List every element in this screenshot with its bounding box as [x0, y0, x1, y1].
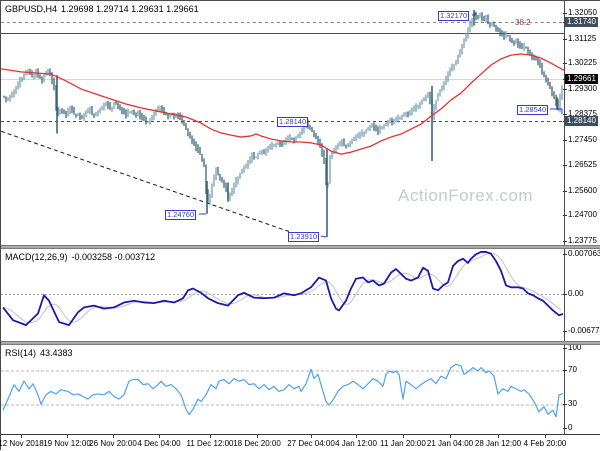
- rsi-value: 43.4383: [40, 348, 73, 358]
- y-axis-tick: [563, 294, 567, 295]
- y-axis-tick: [563, 89, 567, 90]
- price-axis-label: 1.24700: [568, 210, 597, 219]
- macd-axis-label: 0.00: [568, 289, 584, 298]
- macd-panel: MACD(12,26,9) -0.003258 -0.003712: [1, 249, 600, 341]
- price-callout: 1.28140: [277, 117, 309, 127]
- time-axis-label: 18 Dec 20:00: [233, 439, 281, 448]
- rsi-label: RSI(14) 43.4383: [5, 348, 77, 358]
- rsi-plot: [1, 345, 565, 434]
- time-axis-label: 27 Dec 04:00: [287, 439, 335, 448]
- ohlc-values: 1.29698 1.29714 1.29631 1.29661: [61, 4, 199, 14]
- y-axis-tick: [563, 39, 567, 40]
- time-axis: 12 Nov 2018 19 Nov 12:00 26 Nov 20:00 4 Dec…: [0, 434, 600, 451]
- price-axis-label: 1.28375: [568, 109, 597, 118]
- time-axis-label: 26 Nov 20:00: [89, 439, 137, 448]
- y-axis-tick: [563, 254, 567, 255]
- price-axis-label: 1.26525: [568, 160, 597, 169]
- y-axis-tick: [563, 428, 567, 429]
- time-axis-tick: [498, 435, 499, 438]
- time-axis-tick: [356, 435, 357, 438]
- price-axis-tag: 1.29661: [565, 74, 598, 84]
- rsi-axis-label: 100: [568, 343, 582, 352]
- y-axis-tick: [563, 215, 567, 216]
- y-axis-tick: [563, 241, 567, 242]
- time-axis-tick: [311, 435, 312, 438]
- time-axis-tick: [403, 435, 404, 438]
- price-axis-label: 1.31125: [568, 34, 597, 43]
- y-axis-tick: [563, 370, 567, 371]
- price-callout: 1.32170: [438, 11, 470, 21]
- time-axis-tick: [113, 435, 114, 438]
- y-axis-tick: [563, 348, 567, 349]
- y-axis-tick: [563, 191, 567, 192]
- y-axis-tick: [563, 331, 567, 332]
- time-axis-label: 11 Jan 20:00: [380, 439, 426, 448]
- rsi-axis-label: 30: [568, 399, 577, 408]
- time-axis-label: 4 Feb 20:00: [523, 439, 567, 448]
- time-axis-label: 21 Jan 04:00: [426, 439, 474, 448]
- price-axis-label: 1.25600: [568, 186, 597, 195]
- watermark: ActionForex.com: [398, 186, 534, 205]
- time-axis-tick: [257, 435, 258, 438]
- symbol-timeframe: GBPUSD,H4: [5, 4, 58, 14]
- time-axis-label: 12 Nov 2018: [0, 439, 44, 448]
- macd-title: MACD(12,26,9): [5, 252, 68, 262]
- time-axis-label: 28 Jan 12:00: [474, 439, 522, 448]
- time-axis-tick: [159, 435, 160, 438]
- y-axis-tick: [563, 140, 567, 141]
- price-axis-tag: 1.28140: [565, 116, 598, 126]
- instrument-label: GBPUSD,H4 1.29698 1.29714 1.29631 1.29661: [5, 4, 203, 14]
- time-axis-tick: [210, 435, 211, 438]
- panel-separator: [1, 245, 600, 249]
- time-axis-label: 11 Dec 12:00: [186, 439, 234, 448]
- macd-axis-label: 0.007063: [568, 249, 600, 258]
- macd-plot: [1, 249, 565, 341]
- price-axis-tag: 1.31740: [565, 17, 598, 27]
- panel-separator: [1, 341, 600, 345]
- macd-values: -0.003258 -0.003712: [71, 252, 156, 262]
- rsi-axis-label: 0: [568, 423, 573, 432]
- rsi-axis-label: 70: [568, 365, 577, 374]
- price-callout: 1.24760: [165, 210, 197, 220]
- price-plot: [1, 1, 565, 245]
- y-axis-tick: [563, 165, 567, 166]
- price-callout: 1.23910: [288, 232, 320, 242]
- macd-label: MACD(12,26,9) -0.003258 -0.003712: [5, 252, 159, 262]
- macd-axis-label: -0.006774: [568, 326, 600, 335]
- y-axis-tick: [563, 63, 567, 64]
- price-axis-label: 1.29300: [568, 84, 597, 93]
- time-axis-tick: [545, 435, 546, 438]
- time-axis-tick: [450, 435, 451, 438]
- rsi-title: RSI(14): [5, 348, 37, 358]
- rsi-panel: RSI(14) 43.4383: [1, 345, 600, 434]
- y-axis-tick: [563, 13, 567, 14]
- time-axis-tick: [67, 435, 68, 438]
- price-callout: 1.28540: [517, 105, 549, 115]
- price-axis-label: 1.32050: [568, 8, 597, 17]
- time-axis-label: 4 Jan 12:00: [335, 439, 377, 448]
- price-axis-label: 1.23775: [568, 236, 597, 245]
- time-axis-label: 4 Dec 04:00: [137, 439, 181, 448]
- time-axis-tick: [21, 435, 22, 438]
- y-axis-tick: [563, 404, 567, 405]
- price-panel: ActionForex.com GBPUSD,H4 1.29698 1.29714…: [1, 1, 600, 245]
- price-axis-label: 1.27450: [568, 135, 597, 144]
- time-axis-label: 19 Nov 12:00: [43, 439, 91, 448]
- y-axis-tick: [563, 114, 567, 115]
- price-axis-label: 1.30225: [568, 58, 597, 67]
- fib-382-label: 38.2: [515, 18, 531, 27]
